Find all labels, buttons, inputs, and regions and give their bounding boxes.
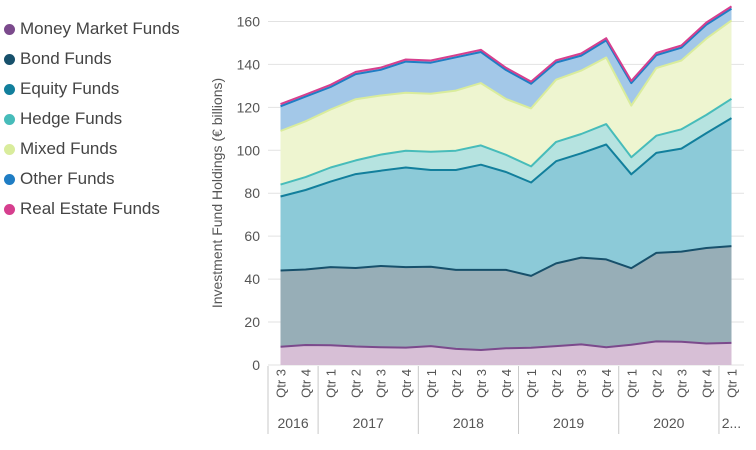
x-tick-label: Qtr 4 — [399, 369, 414, 398]
legend-marker — [4, 113, 15, 125]
x-tick-label: Qtr 4 — [499, 369, 514, 398]
legend-marker — [4, 203, 15, 215]
x-tick-label: Qtr 3 — [574, 369, 589, 398]
x-tick-label: Qtr 1 — [725, 369, 740, 398]
area-money-market-funds[interactable] — [280, 341, 732, 365]
legend-marker — [4, 173, 15, 185]
x-tick-label: Qtr 1 — [324, 369, 339, 398]
legend-item[interactable]: Bond Funds — [4, 44, 180, 74]
year-label: 2020 — [653, 415, 684, 431]
line-hedge-funds — [280, 97, 733, 186]
area-mixed-funds[interactable] — [280, 20, 732, 185]
line-layer — [280, 5, 733, 351]
legend-marker — [4, 83, 15, 95]
line-money-market-funds — [280, 340, 732, 351]
legend-marker — [4, 143, 15, 155]
x-tick-label: Qtr 4 — [599, 369, 614, 398]
area-bond-funds[interactable] — [280, 246, 732, 350]
year-label: 2017 — [353, 415, 384, 431]
legend-label: Mixed Funds — [20, 139, 118, 158]
y-tick-label: 0 — [252, 357, 260, 373]
y-tick-label: 60 — [244, 228, 260, 244]
legend-label: Money Market Funds — [20, 19, 180, 38]
legend-item[interactable]: Mixed Funds — [4, 134, 180, 164]
y-tick-label: 40 — [244, 271, 260, 287]
x-tick-label: Qtr 3 — [674, 369, 689, 398]
line-equity-funds — [280, 117, 733, 198]
legend-item[interactable]: Equity Funds — [4, 74, 180, 104]
legend-item[interactable]: Hedge Funds — [4, 104, 180, 134]
line-other-funds — [280, 7, 733, 108]
x-tick-label: Qtr 1 — [524, 369, 539, 398]
line-real-estate-funds — [280, 5, 733, 106]
y-tick-label: 20 — [244, 314, 260, 330]
legend-item[interactable]: Real Estate Funds — [4, 194, 180, 224]
y-tick-label: 160 — [237, 13, 261, 29]
line-bond-funds — [280, 245, 732, 277]
y-axis: 0 20 40 60 80 100 120 140 160 — [237, 13, 261, 373]
x-tick-label: Qtr 2 — [449, 369, 464, 398]
legend-item[interactable]: Money Market Funds — [4, 14, 180, 44]
year-label: 2018 — [453, 415, 484, 431]
year-label: 2016 — [277, 415, 308, 431]
legend-marker — [4, 53, 15, 65]
line-mixed-funds — [280, 19, 733, 132]
x-tick-label: Qtr 1 — [624, 369, 639, 398]
x-tick-label: Qtr 3 — [274, 369, 289, 398]
y-axis-title: Investment Fund Holdings (€ billions) — [209, 78, 225, 308]
area-layer — [280, 6, 732, 365]
x-tick-label: Qtr 3 — [374, 369, 389, 398]
legend-label: Other Funds — [20, 169, 115, 188]
area-equity-funds[interactable] — [280, 118, 732, 276]
legend-item[interactable]: Other Funds — [4, 164, 180, 194]
year-label: 2019 — [553, 415, 584, 431]
legend-label: Real Estate Funds — [20, 199, 160, 218]
x-tick-label: Qtr 2 — [549, 369, 564, 398]
legend-label: Equity Funds — [20, 79, 120, 98]
legend-label: Hedge Funds — [20, 109, 123, 128]
legend-marker — [4, 23, 15, 35]
y-tick-label: 140 — [237, 56, 261, 72]
y-tick-label: 80 — [244, 185, 260, 201]
x-tick-label: Qtr 3 — [474, 369, 489, 398]
y-tick-label: 100 — [237, 142, 261, 158]
x-axis: Qtr 3 Qtr 4 Qtr 1 Qtr 2 Qtr 3 Qtr 4 Qtr 1 Qtr 2… — [267, 366, 741, 434]
x-tick-label: Qtr 4 — [299, 369, 314, 398]
year-label: 2... — [722, 415, 741, 431]
x-tick-label: Qtr 1 — [424, 369, 439, 398]
legend-label: Bond Funds — [20, 49, 112, 68]
x-tick-label: Qtr 2 — [649, 369, 664, 398]
legend: Money Market Funds Bond Funds Equity Funds… — [4, 14, 180, 224]
x-tick-label: Qtr 2 — [349, 369, 364, 398]
y-tick-label: 120 — [237, 99, 261, 115]
x-tick-label: Qtr 4 — [699, 369, 714, 398]
